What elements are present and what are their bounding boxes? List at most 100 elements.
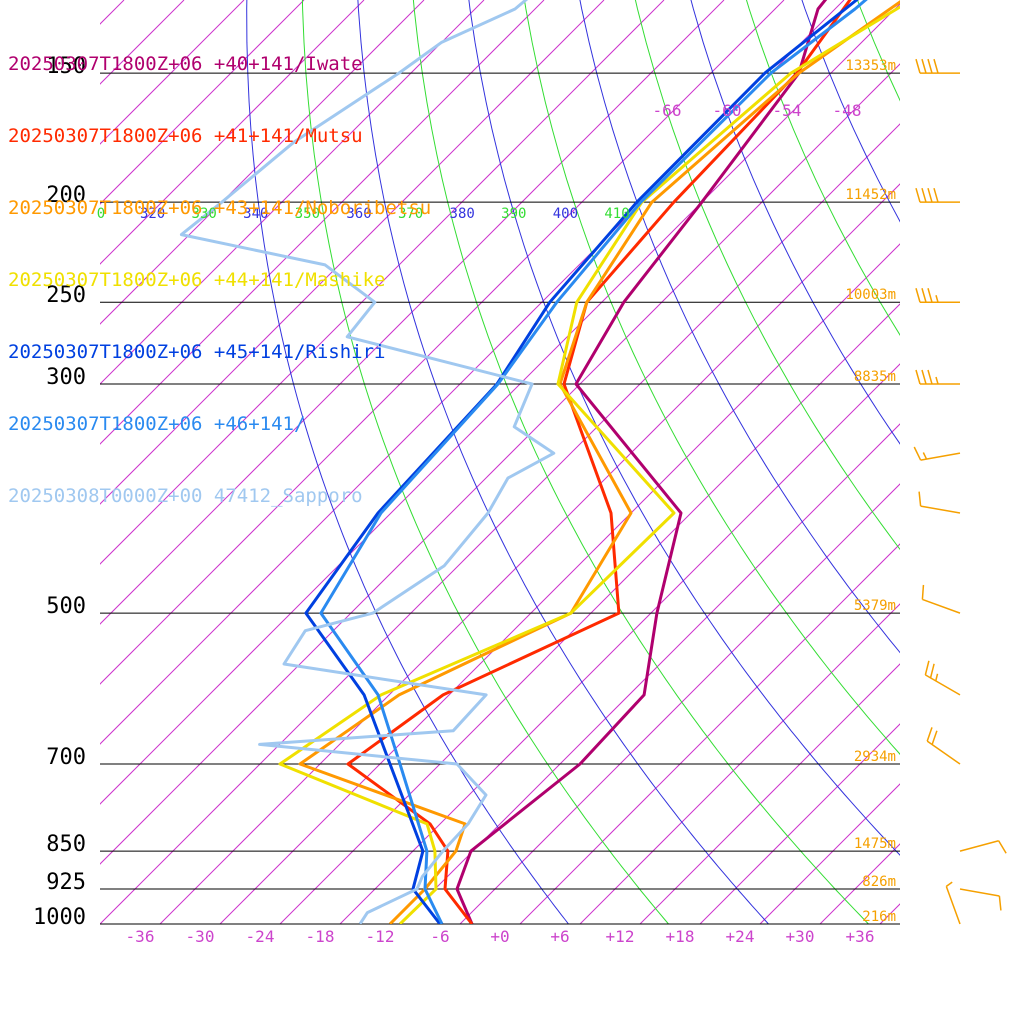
legend-entry-mutsu: 20250307T1800Z+06 +41+141/Mutsu — [8, 125, 363, 147]
adiabat-line — [866, 0, 1024, 924]
legend-entry-mashike: 20250307T1800Z+06 +44+141/Mashike — [8, 269, 386, 291]
pressure-label: 850 — [46, 832, 86, 857]
wind-barb — [959, 888, 1002, 911]
pressure-label: 200 — [46, 183, 86, 208]
theta-label: 0 — [97, 206, 105, 222]
temperature-tick: +36 — [846, 927, 875, 946]
wind-barb — [915, 369, 960, 385]
theta-label: 360 — [346, 206, 371, 222]
isotherm-line — [0, 0, 4, 924]
temperature-tick: +24 — [726, 927, 755, 946]
height-label: 10003m — [845, 287, 896, 303]
wind-barb — [945, 881, 961, 925]
legend-entry-iwate: 20250307T1800Z+06 +40+141/Iwate — [8, 53, 363, 75]
wind-barb — [924, 660, 961, 696]
adiabat-line — [301, 0, 669, 924]
temperature-tick: -30 — [186, 927, 215, 946]
theta-label: 350 — [295, 206, 320, 222]
wind-barb — [926, 727, 961, 765]
temperature-tick: -12 — [366, 927, 395, 946]
temperature-tick: +18 — [666, 927, 695, 946]
isotherm-line — [100, 0, 665, 565]
height-label: 1475m — [854, 836, 896, 852]
upper-temperature-tick: -60 — [713, 101, 742, 120]
wind-barbs — [913, 58, 1007, 925]
temperature-tick: +12 — [606, 927, 635, 946]
pressure-label: 300 — [46, 365, 86, 390]
theta-label: 400 — [553, 206, 578, 222]
pressure-label: 500 — [46, 594, 86, 619]
theta-label: 410 — [604, 206, 629, 222]
adiabat-line — [910, 0, 1024, 924]
wind-barb — [915, 58, 960, 74]
adiabat-line — [745, 0, 900, 336]
wind-barb — [915, 288, 960, 303]
legend: 20250307T1800Z+06 +40+141/Iwate 20250307… — [8, 4, 431, 532]
adiabat-line — [579, 0, 900, 654]
sounding-line-6 — [179, 0, 556, 924]
adiabat-line — [821, 0, 1024, 924]
height-label: 8835m — [854, 369, 896, 385]
adiabat-line — [1000, 0, 1024, 924]
temperature-tick: -18 — [306, 927, 335, 946]
sounding-line-5 — [319, 0, 868, 924]
wind-barb — [959, 840, 1007, 854]
adiabat-line — [634, 0, 900, 551]
sounding-line-0 — [455, 0, 828, 924]
upper-temperature-tick: -66 — [653, 101, 682, 120]
legend-entry-rishiri: 20250307T1800Z+06 +45+141/Rishiri — [8, 341, 386, 363]
isotherm-line — [100, 0, 545, 445]
wind-barb — [921, 584, 961, 614]
isotherm-line — [100, 0, 425, 325]
temperature-tick: -24 — [246, 927, 275, 946]
theta-label: 330 — [192, 206, 217, 222]
wind-barb — [918, 491, 961, 514]
theta-label: 380 — [450, 206, 475, 222]
adiabat-line — [523, 0, 900, 755]
isotherm-line — [459, 483, 900, 924]
legend-entry-46n: 20250307T1800Z+06 +46+141/ — [8, 413, 306, 435]
theta-label: 370 — [398, 206, 423, 222]
isotherm-line — [100, 3, 900, 805]
temperature-tick: +30 — [786, 927, 815, 946]
isotherm-line — [100, 0, 365, 265]
upper-temperature-tick: -48 — [833, 101, 862, 120]
temperature-tick: +0 — [490, 927, 509, 946]
height-label: 826m — [862, 874, 896, 890]
adiabat-line — [357, 0, 769, 924]
adiabat-line — [856, 0, 900, 102]
chart-grid — [0, 0, 1024, 924]
height-label: 5379m — [854, 598, 896, 614]
height-label: 2934m — [854, 749, 896, 765]
wind-barb — [915, 187, 960, 203]
isotherm-line — [100, 0, 305, 205]
temperature-tick: +6 — [550, 927, 569, 946]
isotherm-line — [399, 423, 900, 924]
chart-series — [179, 0, 900, 924]
temperature-tick: -36 — [126, 927, 155, 946]
isotherm-line — [100, 0, 485, 385]
sounding-line-3 — [278, 5, 900, 924]
adiabat-line — [955, 0, 1024, 924]
isotherm-line — [699, 723, 900, 924]
pressure-label: 150 — [46, 54, 86, 79]
isotherm-line — [879, 903, 900, 924]
height-label: 11452m — [845, 187, 896, 203]
isotherm-line — [100, 0, 725, 625]
pressure-label: 925 — [46, 870, 86, 895]
isobars — [100, 72, 900, 925]
adiabat-line — [690, 0, 900, 445]
pressure-label: 250 — [46, 283, 86, 308]
adiabat-line — [246, 0, 569, 924]
sounding-line-1 — [346, 0, 852, 924]
wind-barb — [913, 446, 961, 461]
legend-entry-sapporo: 20250308T0000Z+00 47412_Sapporo — [8, 485, 363, 507]
isotherm-line — [100, 0, 785, 685]
isotherm-line — [519, 543, 900, 924]
adiabat-line — [468, 0, 900, 856]
adiabat-line — [412, 0, 869, 924]
isotherm-line — [219, 243, 900, 924]
legend-entry-noboribetsu: 20250307T1800Z+06 +43+141/Noboribetsu — [8, 197, 432, 219]
isotherm-line — [639, 663, 900, 924]
isotherm-line — [819, 843, 900, 924]
